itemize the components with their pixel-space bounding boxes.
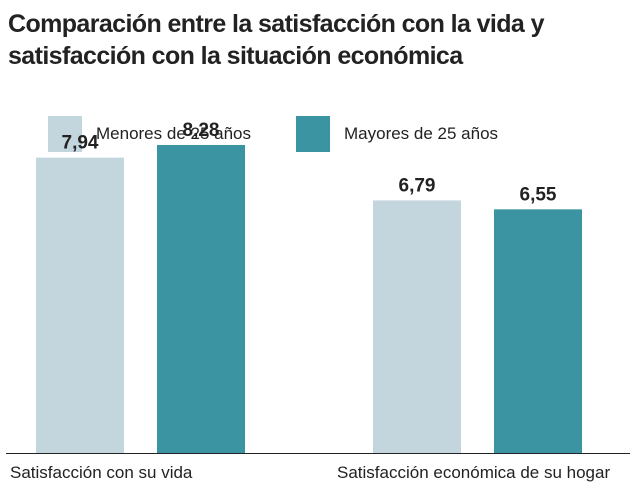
legend-label-menores: Menores de 25 años xyxy=(96,124,251,143)
bar-vida-mayores xyxy=(157,144,245,453)
value-label-economica-menores: 6,79 xyxy=(399,175,436,196)
bars-group: 7,94 8,28 6,79 6,55 xyxy=(36,120,582,453)
category-label-economica: Satisfacción económica de su hogar xyxy=(337,463,610,482)
legend-label-mayores: Mayores de 25 años xyxy=(344,124,499,143)
value-label-vida-mayores: 8,28 xyxy=(183,120,220,141)
bar-economica-menores xyxy=(373,200,461,453)
category-label-vida: Satisfacción con su vida xyxy=(10,463,193,482)
legend: Menores de 25 años Mayores de 25 años xyxy=(0,116,638,152)
legend-swatch-menores xyxy=(48,116,82,152)
value-label-vida-menores: 7,94 xyxy=(62,133,99,154)
legend-item-mayores: Mayores de 25 años xyxy=(296,116,526,152)
legend-item-menores: Menores de 25 años xyxy=(48,116,268,152)
bar-vida-menores xyxy=(36,157,124,453)
legend-swatch-mayores xyxy=(296,116,330,152)
value-label-economica-mayores: 6,55 xyxy=(520,184,557,205)
chart-title: Comparación entre la satisfacción con la… xyxy=(8,10,544,70)
bar-economica-mayores xyxy=(494,209,582,453)
